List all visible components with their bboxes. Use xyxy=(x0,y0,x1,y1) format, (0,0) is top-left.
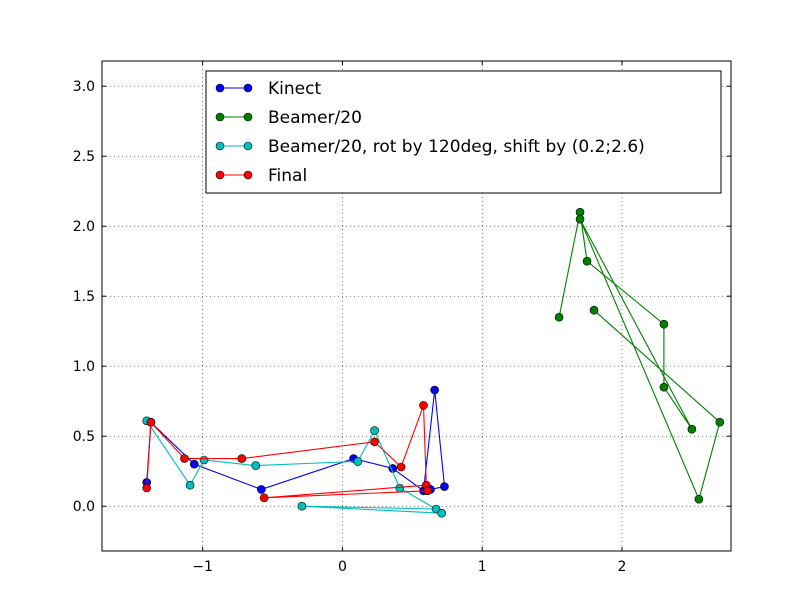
y-tick-label: 0.0 xyxy=(73,499,95,515)
legend-label: Beamer/20, rot by 120deg, shift by (0.2;… xyxy=(268,137,645,157)
y-tick-label: 0.5 xyxy=(73,429,95,445)
y-tick-label: 2.5 xyxy=(73,149,95,165)
y-tick-label: 3.0 xyxy=(73,79,95,95)
axis-ticks: −1 0 1 2 0.0 0.5 1.0 1.5 2.0 2.5 3.0 xyxy=(73,61,731,575)
data-point xyxy=(659,319,669,329)
x-tick-label: 1 xyxy=(478,559,487,575)
data-point xyxy=(257,485,266,494)
series-line xyxy=(558,212,721,501)
data-point xyxy=(185,480,195,490)
series-3 xyxy=(142,401,432,503)
data-point xyxy=(142,483,152,493)
data-point xyxy=(687,424,697,434)
data-point xyxy=(199,455,209,465)
data-point xyxy=(297,501,307,511)
y-tick-label: 1.0 xyxy=(73,359,95,375)
data-point xyxy=(146,417,156,427)
data-point xyxy=(582,256,592,266)
data-point xyxy=(554,312,564,322)
series-1 xyxy=(554,207,725,504)
y-tick-label: 2.0 xyxy=(73,219,95,235)
data-point xyxy=(430,385,439,395)
series-line xyxy=(146,405,428,499)
data-point xyxy=(423,486,432,496)
data-point xyxy=(237,454,247,463)
legend-marker xyxy=(215,112,225,122)
data-point xyxy=(396,462,406,472)
data-point xyxy=(659,382,669,392)
data-point xyxy=(715,417,725,427)
data-point xyxy=(370,426,379,435)
data-point xyxy=(589,305,599,315)
data-point xyxy=(353,457,363,466)
legend-marker xyxy=(243,170,253,180)
plot-frame xyxy=(101,60,732,552)
series-group xyxy=(142,207,725,518)
data-point xyxy=(251,461,261,470)
x-tick-label: −1 xyxy=(192,559,213,575)
series-line xyxy=(146,389,446,492)
legend-label: Final xyxy=(268,166,307,186)
series-line xyxy=(146,420,442,514)
legend-marker xyxy=(215,141,225,151)
data-point xyxy=(419,401,428,410)
data-point xyxy=(437,508,446,518)
legend-marker xyxy=(215,83,225,93)
legend-label: Beamer/20 xyxy=(268,108,362,128)
data-point xyxy=(694,494,704,504)
legend-label: Kinect xyxy=(268,79,321,99)
legend-marker xyxy=(215,170,225,180)
data-point xyxy=(189,459,199,469)
legend-marker xyxy=(243,83,253,93)
data-point xyxy=(575,214,585,224)
legend-marker xyxy=(243,112,253,122)
x-tick-label: 0 xyxy=(338,559,347,575)
data-point xyxy=(180,454,189,463)
series-2 xyxy=(142,416,446,518)
data-point xyxy=(259,493,269,503)
legend-marker xyxy=(243,141,253,151)
y-tick-label: 1.5 xyxy=(73,289,95,305)
legend-box xyxy=(205,70,722,194)
data-point xyxy=(370,437,379,447)
data-point xyxy=(440,482,449,491)
x-tick-label: 2 xyxy=(618,559,627,575)
legend: Kinect Beamer/20 Beamer/20, rot by 120deg,… xyxy=(205,70,722,194)
